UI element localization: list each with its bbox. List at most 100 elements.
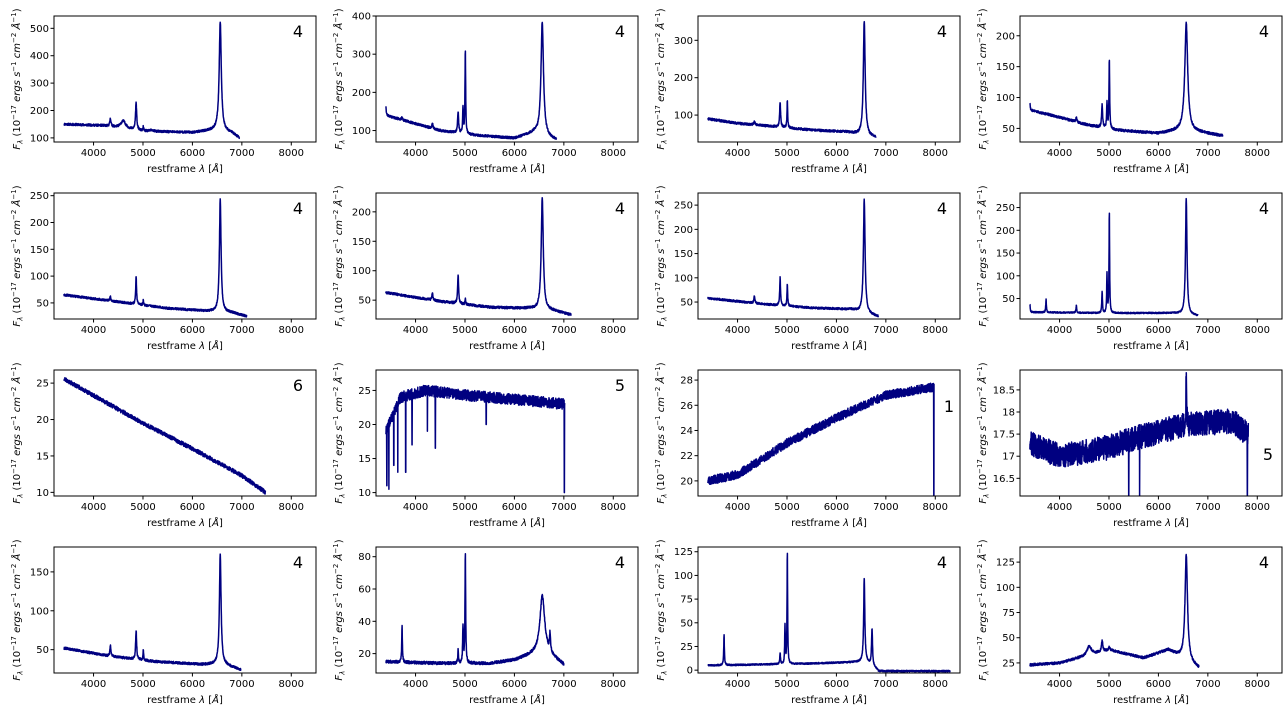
- class-annotation: 4: [615, 22, 625, 41]
- x-tick-label: 4000: [81, 325, 106, 336]
- x-tick-label: 5000: [1096, 679, 1121, 690]
- class-annotation: 6: [293, 376, 303, 395]
- x-axis-label: restframe λ [Å]: [147, 693, 223, 706]
- x-tick-label: 7000: [1195, 502, 1220, 513]
- x-tick-label: 4000: [725, 502, 750, 513]
- y-tick-label: 100: [30, 133, 49, 144]
- x-tick-label: 5000: [452, 148, 477, 159]
- spectrum-line: [385, 553, 565, 666]
- y-tick-label: 50: [358, 296, 371, 307]
- x-axis-label: restframe λ [Å]: [1113, 516, 1189, 529]
- y-tick-label: 200: [352, 88, 371, 99]
- y-tick-label: 100: [996, 93, 1015, 104]
- x-axis-label: restframe λ [Å]: [469, 516, 545, 529]
- class-annotation: 5: [615, 376, 625, 395]
- axes-frame: [53, 192, 317, 320]
- spectrum-panel: 4000 5000 6000 7000 8000 50 100 150 200 restframe…: [332, 185, 639, 352]
- axes-frame: [697, 369, 961, 497]
- y-tick-label: 100: [30, 606, 49, 617]
- spectrum-line: [707, 20, 877, 138]
- y-tick-label: 300: [352, 50, 371, 61]
- y-tick-label: 100: [352, 126, 371, 137]
- x-tick-label: 5000: [1096, 148, 1121, 159]
- y-axis-label: Fλ (10−17 ergs s−1 cm−2 Å−1): [10, 362, 25, 503]
- y-tick-label: 16.5: [993, 474, 1015, 485]
- y-tick-label: 40: [358, 617, 371, 628]
- x-axis-label: restframe λ [Å]: [791, 339, 867, 352]
- y-tick-label: 18: [1002, 408, 1015, 419]
- class-annotation: 4: [937, 199, 947, 218]
- x-tick-label: 4000: [1047, 148, 1072, 159]
- y-axis-label: Fλ (10−17 ergs s−1 cm−2 Å−1): [976, 185, 991, 326]
- y-tick-label: 25: [680, 642, 693, 653]
- x-tick-label: 4000: [1047, 502, 1072, 513]
- y-tick-label: 20: [358, 420, 371, 431]
- x-axis-label: restframe λ [Å]: [1113, 339, 1189, 352]
- x-tick-label: 6000: [1146, 679, 1171, 690]
- x-tick-label: 6000: [502, 148, 527, 159]
- y-axis-label: Fλ (10−17 ergs s−1 cm−2 Å−1): [654, 362, 669, 503]
- class-annotation: 4: [293, 199, 303, 218]
- x-tick-label: 8000: [923, 502, 948, 513]
- x-tick-label: 4000: [403, 679, 428, 690]
- y-tick-label: 22: [680, 451, 693, 462]
- y-tick-label: 200: [996, 226, 1015, 237]
- x-tick-label: 7000: [229, 679, 254, 690]
- y-axis-label: Fλ (10−17 ergs s−1 cm−2 Å−1): [976, 8, 991, 149]
- y-tick-label: 50: [36, 645, 49, 656]
- y-axis-label: Fλ (10−17 ergs s−1 cm−2 Å−1): [976, 539, 991, 680]
- class-annotation: 4: [293, 553, 303, 572]
- x-tick-label: 7000: [873, 148, 898, 159]
- spectrum-panel: 4000 5000 6000 7000 8000 20 40 60 80 restframe λ …: [332, 539, 639, 706]
- x-axis-label: restframe λ [Å]: [791, 693, 867, 706]
- axes-frame: [375, 369, 639, 497]
- x-tick-label: 8000: [1245, 148, 1270, 159]
- x-tick-label: 5000: [130, 325, 155, 336]
- spectrum-panel: 4000 5000 6000 7000 8000 0 25 50 75 100 125 restfra…: [654, 539, 961, 706]
- y-tick-label: 50: [680, 298, 693, 309]
- x-tick-label: 6000: [824, 679, 849, 690]
- x-tick-label: 6000: [824, 325, 849, 336]
- x-tick-label: 6000: [180, 148, 205, 159]
- y-tick-label: 300: [674, 36, 693, 47]
- y-tick-label: 50: [1002, 294, 1015, 305]
- y-tick-label: 200: [996, 31, 1015, 42]
- x-tick-label: 6000: [824, 502, 849, 513]
- y-tick-label: 50: [680, 618, 693, 629]
- y-axis-label: Fλ (10−17 ergs s−1 cm−2 Å−1): [654, 185, 669, 326]
- spectrum-line: [1029, 197, 1199, 317]
- y-tick-label: 150: [996, 249, 1015, 260]
- class-annotation: 4: [937, 553, 947, 572]
- y-tick-label: 150: [674, 249, 693, 260]
- x-axis-label: restframe λ [Å]: [469, 693, 545, 706]
- spectrum-panel: 4000 5000 6000 7000 8000 50 100 150 200 250 restfr…: [10, 185, 317, 352]
- x-tick-label: 7000: [229, 325, 254, 336]
- y-tick-label: 15: [358, 454, 371, 465]
- y-tick-label: 100: [674, 111, 693, 122]
- y-axis-label: Fλ (10−17 ergs s−1 cm−2 Å−1): [10, 539, 25, 680]
- y-tick-label: 24: [680, 426, 693, 437]
- y-tick-label: 10: [36, 488, 49, 499]
- x-tick-label: 6000: [1146, 502, 1171, 513]
- x-axis-label: restframe λ [Å]: [147, 339, 223, 352]
- class-annotation: 4: [615, 553, 625, 572]
- y-tick-label: 80: [358, 552, 371, 563]
- y-tick-label: 125: [674, 547, 693, 558]
- y-tick-label: 17: [1002, 452, 1015, 463]
- x-tick-label: 8000: [923, 679, 948, 690]
- y-tick-label: 60: [358, 585, 371, 596]
- x-tick-label: 5000: [774, 679, 799, 690]
- spectrum-panel: 4000 5000 6000 7000 8000 100 200 300 400 500 restf…: [10, 8, 317, 175]
- spectrum-panel: 4000 5000 6000 7000 8000 100 200 300 400 restfram…: [332, 8, 639, 175]
- y-tick-label: 100: [30, 272, 49, 283]
- y-tick-label: 20: [358, 649, 371, 660]
- x-axis-label: restframe λ [Å]: [791, 162, 867, 175]
- y-tick-label: 400: [352, 12, 371, 23]
- x-tick-label: 8000: [601, 148, 626, 159]
- x-tick-label: 7000: [1195, 148, 1220, 159]
- x-tick-label: 8000: [601, 679, 626, 690]
- spectrum-panel: 4000 5000 6000 7000 8000 50 100 150 restframe λ …: [10, 539, 317, 706]
- axes-frame: [1019, 546, 1283, 674]
- spectrum-line: [1029, 21, 1224, 137]
- spectrum-line: [385, 384, 566, 494]
